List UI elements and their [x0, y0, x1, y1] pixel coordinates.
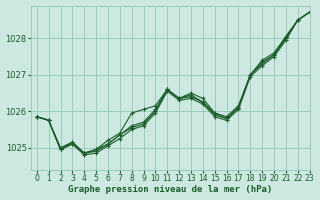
X-axis label: Graphe pression niveau de la mer (hPa): Graphe pression niveau de la mer (hPa) [68, 185, 272, 194]
